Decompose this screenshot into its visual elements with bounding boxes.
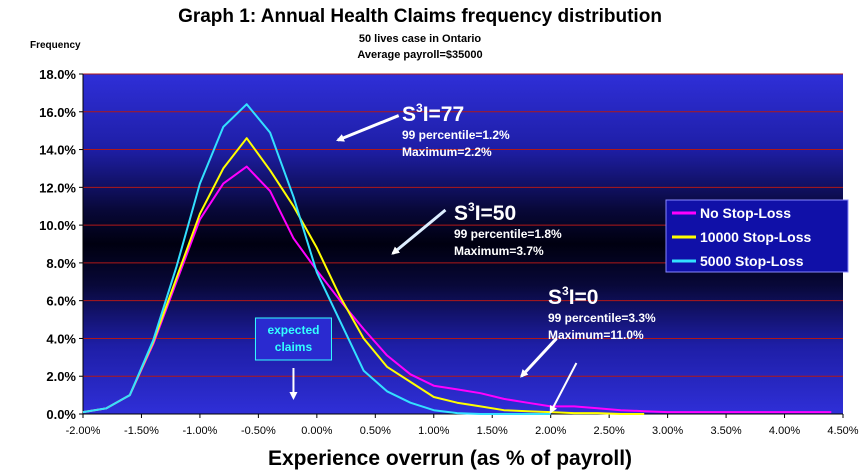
x-tick-label-8: 2.00% [535,425,566,437]
x-tick-label-9: 2.50% [594,425,625,437]
chart-subtitle-line-1: 50 lives case in Ontario [359,33,482,45]
y-tick-label-3: 6.0% [46,294,76,309]
y-tick-label-8: 16.0% [39,105,76,120]
x-tick-label-4: 0.00% [301,425,332,437]
x-tick-label-10: 3.00% [652,425,683,437]
x-tick-label-13: 4.50% [827,425,858,437]
annotation-3-line-2: Maximum=11.0% [548,328,644,342]
x-tick-label-12: 4.00% [769,425,800,437]
x-tick-label-0: -2.00% [66,425,101,437]
y-tick-label-7: 14.0% [39,143,76,158]
annotation-1-line-2: Maximum=2.2% [402,145,492,159]
legend-label-3: 5000 Stop-Loss [700,253,804,269]
y-tick-label-5: 10.0% [39,218,76,233]
annotation-2-line-2: Maximum=3.7% [454,244,544,258]
annotation-arrow-3b [549,362,578,414]
annotation-3-line-1: 99 percentile=3.3% [548,311,656,325]
annotation-1: S3I=77 99 percentile=1.2% Maximum=2.2% [336,101,510,159]
series-line-no-stop-loss [82,165,832,414]
annotation-title-2: S3I=50 [454,200,516,225]
y-tick-label-6: 12.0% [39,180,76,195]
x-tick-label-7: 1.50% [477,425,508,437]
y-tick-label-1: 2.0% [46,369,76,384]
legend: No Stop-Loss 10000 Stop-Loss 5000 Stop-Los… [665,199,849,273]
annotation-2: S3I=50 99 percentile=1.8% Maximum=3.7% [391,200,562,258]
x-tick-label-1: -1.50% [124,425,159,437]
x-axis-label: Experience overrun (as % of payroll) [268,447,632,470]
x-axis-ticks: -2.00% -1.50% -1.00% -0.50% 0.00% 0.50% 1.00% 1… [66,413,859,437]
annotation-arrow-3 [520,337,558,378]
annotation-arrow-2 [391,208,447,255]
gridlines [83,73,843,377]
x-tick-label-2: -1.00% [182,425,217,437]
y-tick-label-2: 4.0% [46,331,76,346]
annotation-title-3: S3I=0 [548,284,598,309]
expected-claims-annotation: expected claims [254,317,332,400]
legend-box [665,199,849,273]
y-axis-label: Frequency [30,40,81,51]
x-tick-label-3: -0.50% [241,425,276,437]
chart-title: Graph 1: Annual Health Claims frequency … [178,6,662,27]
chart-subtitle-line-2: Average payroll=$35000 [357,49,482,61]
x-tick-label-5: 0.50% [360,425,391,437]
legend-label-1: No Stop-Loss [700,205,791,221]
annotation-3: S3I=0 99 percentile=3.3% Maximum=11.0% [520,284,656,414]
x-tick-label-11: 3.50% [710,425,741,437]
expected-claims-text-1: expected [267,323,319,337]
y-tick-label-9: 18.0% [39,67,76,82]
y-tick-label-4: 8.0% [46,256,76,271]
expected-claims-text-2: claims [275,340,313,354]
y-axis-ticks: 0.0% 2.0% 4.0% 6.0% 8.0% 10.0% 12.0% 14.0% 16.0%… [39,67,84,422]
annotation-arrow-1 [336,114,400,142]
annotation-1-line-1: 99 percentile=1.2% [402,128,510,142]
annotation-title-1: S3I=77 [402,101,464,126]
annotation-2-line-1: 99 percentile=1.8% [454,227,562,241]
y-tick-label-0: 0.0% [46,407,76,422]
series-line-5000-stop-loss [82,103,551,415]
expected-claims-box [254,317,332,361]
legend-label-2: 10000 Stop-Loss [700,229,811,245]
x-tick-label-6: 1.00% [418,425,449,437]
